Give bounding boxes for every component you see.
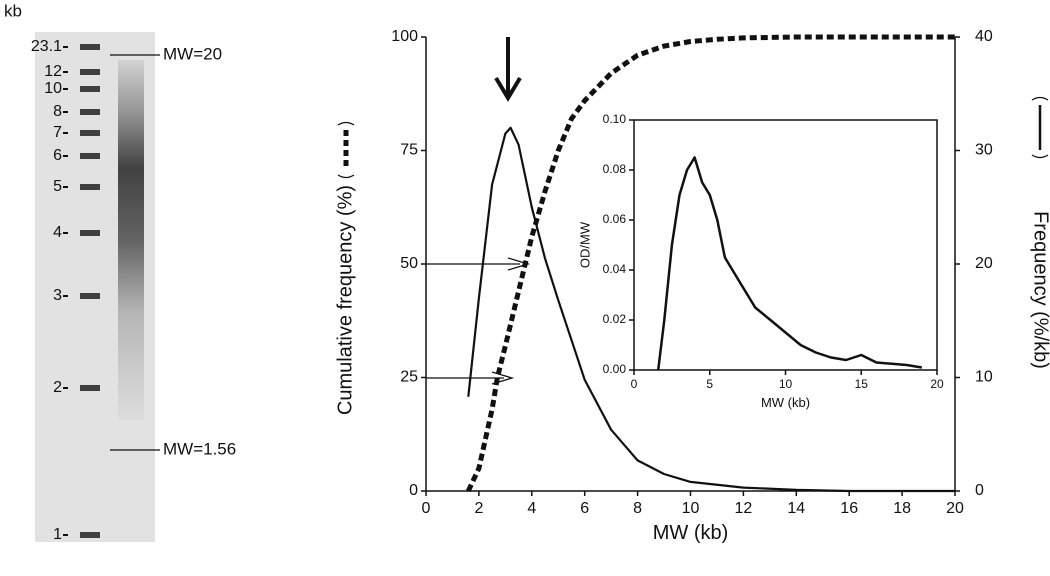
ladder-band <box>80 385 100 391</box>
x-tick-label: 20 <box>930 377 944 391</box>
ladder-label: 7 <box>53 124 62 141</box>
data-line <box>656 156 923 371</box>
peak-arrow <box>494 37 522 102</box>
ladder-label: 6 <box>53 147 62 164</box>
y-tick-label: 0.10 <box>603 112 627 126</box>
x-tick-label: 10 <box>779 377 793 391</box>
x-tick-label: 2 <box>474 500 483 517</box>
ladder-label: 23.1 <box>31 38 62 55</box>
gel-annotation: MW=1.56 <box>163 439 236 458</box>
x-tick-label: 6 <box>580 500 589 517</box>
y-axis-label: Cumulative frequency (%) <box>334 185 356 415</box>
ladder-label: 8 <box>53 103 62 120</box>
ladder-band <box>80 293 100 299</box>
x-tick-label: 14 <box>787 500 805 517</box>
x-tick-label: 16 <box>840 500 858 517</box>
data-line <box>466 34 955 493</box>
x-tick-label: 18 <box>893 500 911 517</box>
ladder-band <box>80 109 100 115</box>
y-tick-label: 0.08 <box>603 162 627 176</box>
x-tick-label: 4 <box>527 500 536 517</box>
ladder-label: 1 <box>53 526 62 543</box>
x-tick-label: 0 <box>631 377 638 391</box>
gel-smear <box>118 60 144 420</box>
y-tick-label: 0.04 <box>603 262 627 276</box>
ladder-band <box>80 44 100 50</box>
ladder-band <box>80 86 100 92</box>
ladder-label: 4 <box>53 224 62 241</box>
x-tick-label: 15 <box>855 377 869 391</box>
x-axis-label: MW (kb) <box>761 395 810 410</box>
x-tick-label: 5 <box>706 377 713 391</box>
legend-paren <box>337 121 355 179</box>
x-tick-label: 10 <box>682 500 700 517</box>
ladder-label: 5 <box>53 178 62 195</box>
ladder-band <box>80 130 100 136</box>
y2-tick-label: 20 <box>975 255 993 272</box>
y-axis-label: OD/MW <box>577 221 592 268</box>
pointer-arrow <box>426 257 531 271</box>
y-tick-label: 100 <box>391 28 418 45</box>
ladder-label: 3 <box>53 287 62 304</box>
y2-tick-label: 0 <box>975 482 984 499</box>
gel-annotation: MW=20 <box>163 44 222 63</box>
y-tick-label: 25 <box>400 369 418 386</box>
y2-axis-label: Frequency (%/kb) <box>1030 211 1050 369</box>
legend-paren <box>1031 96 1049 159</box>
y2-tick-label: 30 <box>975 142 993 159</box>
ladder-band <box>80 153 100 159</box>
ladder-band <box>80 532 100 538</box>
ladder-label: 12 <box>44 63 62 80</box>
y2-tick-label: 10 <box>975 369 993 386</box>
ladder-band <box>80 230 100 236</box>
x-tick-label: 8 <box>633 500 642 517</box>
x-axis-label: MW (kb) <box>653 522 729 544</box>
ladder-label: 2 <box>53 379 62 396</box>
x-tick-label: 20 <box>946 500 964 517</box>
x-tick-label: 0 <box>422 500 431 517</box>
gel-unit: kb <box>4 1 22 20</box>
ladder-label: 10 <box>44 80 62 97</box>
data-line <box>467 126 955 493</box>
y-tick-label: 0.00 <box>603 362 627 376</box>
ladder-band <box>80 69 100 75</box>
y-tick-label: 0.02 <box>603 312 627 326</box>
ladder-band <box>80 184 100 190</box>
x-tick-label: 12 <box>735 500 753 517</box>
y-tick-label: 75 <box>400 142 418 159</box>
y-tick-label: 0 <box>409 482 418 499</box>
y-tick-label: 0.06 <box>603 212 627 226</box>
y2-tick-label: 40 <box>975 28 993 45</box>
y-tick-label: 50 <box>400 255 418 272</box>
